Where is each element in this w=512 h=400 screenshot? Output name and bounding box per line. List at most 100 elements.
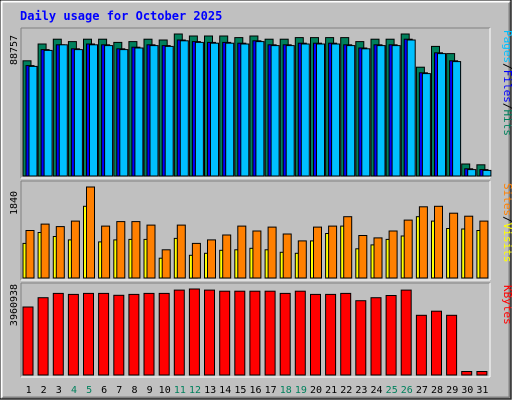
x-tick-label-day-25: 25: [386, 385, 398, 396]
bar-kbytes-day-2: [37, 297, 49, 376]
x-tick-label-day-16: 16: [249, 385, 261, 396]
bar-sites-day-31: [479, 220, 489, 279]
series-kbytes: [22, 288, 488, 376]
bar-kbytes-day-18: [279, 292, 291, 376]
bar-kbytes-day-26: [400, 289, 412, 376]
x-tick-label-day-18: 18: [280, 385, 292, 396]
bar-kbytes-day-19: [294, 290, 306, 376]
bar-pages-day-30: [467, 169, 477, 177]
panel-max-label: 1840: [9, 191, 20, 215]
x-tick-label-day-30: 30: [461, 385, 473, 396]
bar-sites-day-15: [237, 225, 247, 279]
bar-pages-day-21: [331, 43, 341, 177]
x-tick-label-day-14: 14: [219, 385, 231, 396]
legend-hits: Hits: [501, 110, 512, 137]
bar-sites-day-9: [146, 224, 156, 279]
bar-kbytes-day-3: [52, 292, 64, 376]
bar-sites-day-23: [358, 235, 368, 279]
bar-sites-day-4: [70, 220, 80, 279]
bar-sites-day-17: [267, 226, 277, 279]
bar-pages-day-19: [300, 43, 310, 177]
bar-sites-day-3: [55, 226, 65, 279]
bar-sites-day-11: [176, 224, 186, 279]
x-tick-label-day-6: 6: [101, 385, 107, 396]
x-tick-label-day-29: 29: [446, 385, 458, 396]
bar-kbytes-day-28: [431, 310, 442, 376]
bar-pages-day-9: [149, 45, 159, 177]
x-tick-label-day-9: 9: [147, 385, 153, 396]
bar-pages-day-2: [43, 49, 53, 177]
bar-pages-day-16: [255, 41, 265, 177]
x-tick-label-day-23: 23: [355, 385, 367, 396]
bar-sites-day-10: [161, 249, 171, 279]
bar-pages-day-15: [240, 43, 250, 177]
bar-pages-day-5: [89, 44, 98, 177]
bar-kbytes-day-20: [310, 293, 321, 376]
x-tick-label-day-20: 20: [310, 385, 322, 396]
x-tick-label-day-27: 27: [416, 385, 428, 396]
bar-kbytes-day-22: [340, 292, 352, 376]
bar-sites-day-25: [388, 230, 398, 279]
bar-sites-day-20: [313, 226, 322, 279]
bar-pages-day-27: [421, 73, 431, 177]
panel-visits-sites: 1840 Sites/Visits: [9, 180, 512, 281]
x-tick-label-day-24: 24: [370, 385, 382, 396]
bar-kbytes-day-23: [355, 300, 367, 376]
bar-sites-day-5: [86, 186, 95, 279]
bar-kbytes-day-12: [188, 288, 200, 376]
bar-pages-day-13: [210, 42, 219, 177]
bar-sites-day-28: [434, 205, 443, 279]
bar-pages-day-4: [73, 49, 83, 177]
bar-kbytes-day-14: [219, 290, 231, 376]
bar-pages-day-17: [270, 45, 280, 177]
bar-kbytes-day-30: [461, 371, 473, 376]
bar-kbytes-day-24: [370, 297, 382, 376]
x-tick-label-day-1: 1: [26, 385, 32, 396]
bar-sites-day-14: [222, 234, 232, 279]
bar-pages-day-1: [28, 65, 38, 177]
bar-pages-day-24: [376, 45, 386, 177]
x-tick-label-day-22: 22: [340, 385, 352, 396]
bar-pages-day-11: [179, 40, 189, 177]
bar-pages-day-25: [391, 45, 401, 177]
bar-kbytes-day-11: [173, 289, 185, 376]
legend-pages: Pages: [501, 30, 512, 63]
legend-separator: /: [501, 103, 512, 110]
bar-pages-day-29: [452, 61, 462, 177]
bar-pages-day-3: [58, 44, 68, 177]
x-tick-label-day-19: 19: [295, 385, 307, 396]
x-tick-label-day-7: 7: [116, 385, 122, 396]
bar-pages-day-26: [406, 39, 416, 177]
legend-files: Files: [501, 70, 512, 103]
bar-sites-day-13: [207, 239, 216, 279]
x-tick-label-day-3: 3: [56, 385, 62, 396]
bar-kbytes-day-8: [128, 293, 140, 376]
bar-kbytes-day-10: [158, 292, 170, 376]
panel-max-label: 3960938: [9, 284, 20, 326]
x-tick-label-day-5: 5: [86, 385, 92, 396]
bar-kbytes-day-5: [83, 292, 94, 376]
bar-sites-day-12: [191, 242, 201, 279]
bar-sites-day-29: [449, 212, 459, 279]
x-tick-label-day-2: 2: [41, 385, 47, 396]
panel-legend: Sites/Visits: [501, 183, 512, 263]
bar-pages-day-23: [361, 48, 371, 177]
bar-pages-day-22: [346, 45, 356, 177]
x-tick-label-day-12: 12: [189, 385, 201, 396]
bar-pages-day-14: [225, 42, 235, 177]
bar-kbytes-day-6: [98, 292, 110, 376]
x-tick-label-day-10: 10: [159, 385, 171, 396]
legend-separator: /: [501, 63, 512, 70]
bar-sites-day-24: [373, 237, 383, 279]
bar-kbytes-day-15: [234, 290, 246, 376]
bar-kbytes-day-4: [67, 293, 79, 376]
x-tick-label-day-21: 21: [325, 385, 337, 396]
panel-legend: KBytes: [501, 285, 512, 325]
bar-pages-day-8: [134, 47, 144, 177]
bar-sites-day-16: [252, 230, 262, 279]
bar-sites-day-2: [40, 223, 50, 279]
bar-pages-day-7: [119, 49, 129, 177]
